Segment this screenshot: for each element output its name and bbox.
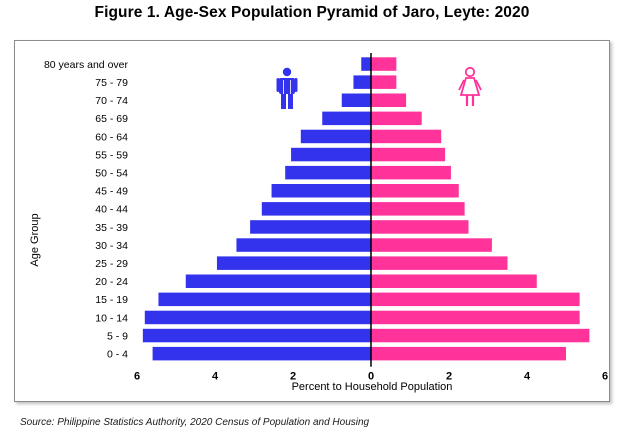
source-note: Source: Philippine Statistics Authority,… [20,417,370,428]
y-tick-labels: 80 years and over 75 - 79 70 - 74 65 - 69 60… [44,59,129,361]
female-bar [371,75,397,89]
chart-frame: 80 years and over 75 - 79 70 - 74 65 - 69 60… [14,40,610,402]
male-bar [353,75,371,89]
y-tick-label: 60 - 64 [95,131,128,143]
y-tick-label: 75 - 79 [95,77,128,89]
male-bar [216,256,371,270]
y-tick-label: 35 - 39 [95,222,128,234]
y-tick-label: 55 - 59 [95,149,128,161]
x-axis-title: Percent to Household Population [292,381,453,393]
female-bar [371,93,407,107]
x-tick-label: 4 [212,371,219,383]
y-tick-label: 70 - 74 [95,95,128,107]
female-bar [371,238,492,252]
y-tick-label: 30 - 34 [95,240,128,252]
y-tick-label: 50 - 54 [95,167,128,179]
female-bar [371,184,459,198]
male-bar [361,57,371,71]
male-bar [261,202,371,216]
y-tick-label: 25 - 29 [95,258,128,270]
female-bar [371,111,422,126]
y-tick-label: 80 years and over [44,59,129,71]
male-bar [300,129,371,144]
male-person-icon [276,67,298,109]
female-bar [371,310,580,325]
x-tick-label: 6 [602,371,608,383]
female-bar [371,328,590,343]
y-tick-label: 65 - 69 [95,113,128,125]
male-bar [158,292,371,307]
male-bar [291,147,371,162]
x-tick-label: 2 [446,371,452,383]
male-bar [152,346,371,361]
x-tick-label: 2 [290,371,296,383]
female-bar [371,274,537,288]
y-tick-label: 5 - 9 [107,330,128,342]
female-bar [371,129,442,144]
male-bar [285,165,371,180]
male-bar [142,328,371,343]
female-bar [371,256,508,270]
male-bar [271,184,371,198]
female-bar [371,346,566,361]
male-bar [250,220,371,234]
x-tick-label: 4 [524,371,531,383]
female-bar [371,220,469,234]
y-tick-label: 10 - 14 [95,312,128,324]
male-bar [236,238,371,252]
female-bar [371,147,446,162]
x-tick-label: 6 [134,371,140,383]
y-tick-label: 40 - 44 [95,204,128,216]
chart-title: Figure 1. Age-Sex Population Pyramid of … [94,4,530,21]
y-axis-title: Age Group [29,213,41,266]
x-tick-label: 0 [368,371,374,383]
male-bar [144,310,371,325]
female-bar [371,57,397,71]
female-bar [371,292,580,307]
x-axis: 6 4 2 0 2 4 6 [134,371,608,383]
y-tick-label: 15 - 19 [95,294,128,306]
y-tick-label: 0 - 4 [107,348,128,360]
y-tick-label: 20 - 24 [95,276,128,288]
male-bar [185,274,371,288]
male-bar [341,93,371,107]
y-tick-label: 45 - 49 [95,186,128,198]
bars-group [142,57,590,361]
male-bar [322,111,371,126]
female-bar [371,202,465,216]
female-person-icon [458,66,482,106]
female-bar [371,165,451,180]
